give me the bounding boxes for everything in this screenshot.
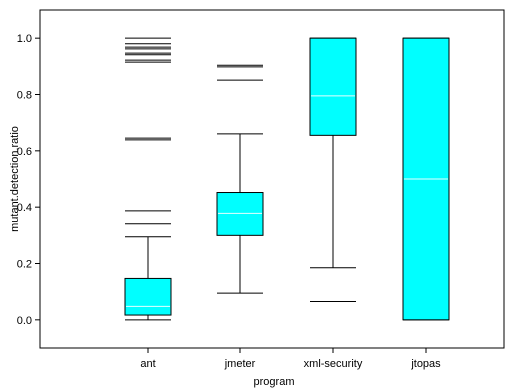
box-group-jmeter bbox=[216, 64, 264, 294]
box bbox=[216, 192, 264, 236]
box bbox=[309, 37, 357, 136]
y-tick-label: 0.4 bbox=[17, 202, 32, 214]
y-tick-label: 0.8 bbox=[17, 90, 32, 102]
y-tick-label: 1.0 bbox=[17, 33, 32, 45]
x-axis: ant jmeter xml-security jtopas bbox=[140, 348, 441, 370]
box-group-jtopas bbox=[402, 37, 450, 321]
x-tick-label: xml-security bbox=[304, 358, 363, 370]
box-group-ant bbox=[124, 37, 172, 321]
y-tick-label: 0.0 bbox=[17, 315, 32, 327]
x-axis-title: program bbox=[254, 376, 295, 388]
x-tick-label: jtopas bbox=[410, 358, 441, 370]
box bbox=[124, 277, 172, 316]
box-group-xml-security bbox=[309, 37, 357, 303]
x-tick-label: jmeter bbox=[224, 358, 256, 370]
plot-frame bbox=[39, 9, 505, 349]
y-tick-label: 0.6 bbox=[17, 146, 32, 158]
y-axis-title: mutant.detection.ratio bbox=[9, 126, 21, 232]
y-tick-label: 0.2 bbox=[17, 259, 32, 271]
x-tick-label: ant bbox=[140, 358, 155, 370]
boxes bbox=[124, 37, 450, 321]
y-axis: 0.0 0.2 0.4 0.6 0.8 1.0 bbox=[17, 33, 40, 327]
